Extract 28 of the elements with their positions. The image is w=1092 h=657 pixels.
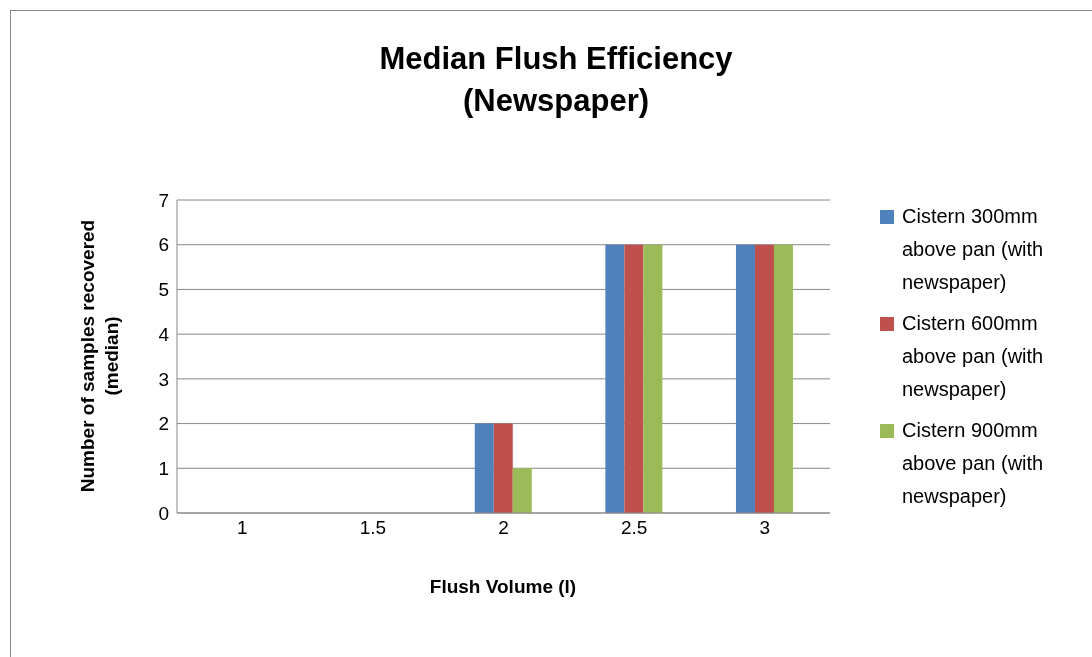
bar [773,244,793,513]
legend-label: Cistern 300mm above pan (with newspaper) [902,204,1045,295]
legend-label: Cistern 900mm above pan (with newspaper) [902,418,1045,509]
y-tick-label: 2 [158,413,169,435]
chart-title: Median Flush Efficiency (Newspaper) [378,40,734,120]
legend-label: Cistern 600mm above pan (with newspaper) [902,311,1045,402]
bar [754,244,774,513]
x-tick-label: 2.5 [620,517,648,539]
y-tick-label: 3 [158,368,169,390]
y-tick-label: 4 [158,323,170,345]
bar [512,468,532,513]
y-axis-title: Number of samples recovered (median) [76,218,123,495]
bar [643,244,663,513]
y-tick-label: 5 [158,279,169,301]
x-tick-label: 2 [498,517,509,539]
x-tick-label: 3 [759,517,770,539]
x-tick-label: 1.5 [359,517,387,539]
bar [493,423,513,513]
bar [624,244,644,513]
bar [605,244,625,513]
x-axis-title: Flush Volume (l) [428,576,578,598]
bar [474,423,494,513]
y-tick-label: 0 [158,502,169,524]
y-tick-label: 1 [158,458,169,480]
bar [735,244,755,513]
y-tick-label: 6 [158,234,169,256]
y-tick-label: 7 [158,189,169,211]
x-tick-label: 1 [237,517,248,539]
